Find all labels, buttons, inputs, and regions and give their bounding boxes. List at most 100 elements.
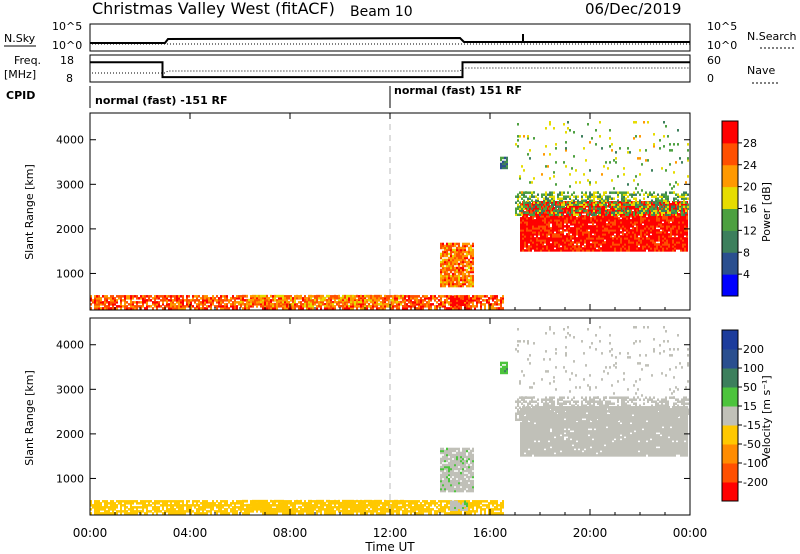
power-cell — [648, 213, 650, 216]
power-cell — [596, 209, 598, 212]
power-cell — [360, 297, 362, 300]
velocity-cell — [102, 506, 104, 509]
power-cell — [550, 231, 552, 234]
power-cell — [626, 205, 628, 208]
power-cell — [681, 213, 683, 217]
power-cell — [604, 249, 606, 252]
power-cell — [368, 298, 370, 302]
power-cell — [276, 299, 278, 302]
power-cell — [120, 301, 122, 304]
power-cell — [528, 221, 530, 224]
power-cell — [242, 307, 244, 310]
velocity-cell — [148, 510, 150, 513]
power-cell — [623, 207, 625, 210]
power-cell — [554, 227, 556, 230]
power-cell — [641, 213, 643, 217]
power-cell — [462, 260, 464, 264]
power-cell — [446, 254, 448, 258]
power-cell — [537, 203, 539, 206]
power-cell — [238, 301, 240, 304]
power-cell — [670, 231, 672, 234]
power-cell — [630, 215, 632, 218]
power-cell — [424, 303, 426, 306]
velocity-cell — [118, 502, 120, 505]
power-cell — [544, 225, 546, 228]
power-cell — [224, 305, 226, 308]
power-cell — [532, 209, 534, 212]
power-cell — [622, 229, 624, 232]
colorbar-tick-label: 24 — [743, 159, 757, 172]
velocity-cell — [216, 504, 218, 507]
power-cell — [674, 225, 676, 228]
power-cell — [585, 209, 587, 212]
power-cell — [392, 298, 394, 302]
power-cell — [296, 294, 298, 298]
power-cell — [595, 201, 597, 204]
velocity-cell — [196, 510, 198, 513]
power-cell — [615, 151, 617, 154]
power-cell — [98, 305, 100, 308]
power-cell — [672, 245, 674, 248]
power-cell — [558, 217, 560, 220]
power-cell — [528, 237, 530, 240]
power-cell — [573, 203, 575, 206]
power-cell — [164, 305, 166, 308]
velocity-cell — [272, 500, 274, 503]
power-cell — [92, 299, 94, 302]
power-cell — [595, 203, 597, 206]
velocity-cell — [230, 504, 232, 507]
power-cell — [579, 181, 581, 184]
power-cell — [583, 147, 585, 150]
velocity-cell — [262, 512, 264, 515]
velocity-cell — [270, 512, 272, 515]
power-cell — [562, 219, 564, 222]
power-cell — [644, 231, 646, 234]
power-cell — [634, 237, 636, 240]
power-cell — [626, 229, 628, 232]
power-cell — [687, 197, 689, 200]
power-cell — [598, 241, 600, 244]
power-cell — [446, 282, 448, 286]
power-cell — [665, 193, 667, 196]
power-cell — [332, 297, 334, 300]
power-cell — [442, 242, 444, 246]
power-cell — [647, 159, 649, 162]
power-cell — [270, 299, 272, 302]
power-cell — [678, 239, 680, 242]
power-cell — [675, 209, 677, 212]
power-cell — [210, 299, 212, 302]
power-cell — [456, 299, 458, 303]
velocity-cell — [168, 508, 170, 511]
power-cell — [490, 297, 492, 300]
power-cell — [640, 223, 642, 226]
power-cell — [680, 231, 682, 234]
power-cell — [254, 303, 256, 306]
velocity-cell — [238, 500, 240, 503]
power-cell — [528, 217, 530, 220]
power-cell — [146, 307, 148, 310]
power-cell — [676, 237, 678, 240]
power-cell — [136, 301, 138, 304]
power-cell — [606, 201, 608, 204]
power-cell — [540, 215, 542, 218]
velocity-cell — [186, 510, 188, 513]
power-cell — [178, 303, 180, 306]
power-cell — [454, 272, 456, 276]
power-cell — [298, 295, 300, 298]
power-cell — [682, 239, 684, 242]
power-cell — [652, 233, 654, 236]
power-cell — [542, 235, 544, 238]
power-cell — [340, 304, 342, 308]
power-cell — [530, 211, 532, 214]
power-cell — [554, 217, 556, 220]
power-cell — [446, 264, 448, 268]
power-cell — [452, 260, 454, 264]
power-cell — [572, 227, 574, 230]
power-cell — [242, 300, 244, 304]
power-cell — [448, 252, 450, 256]
power-cell — [556, 229, 558, 232]
power-cell — [584, 229, 586, 232]
power-cell — [288, 305, 290, 308]
power-cell — [587, 179, 589, 182]
power-cell — [638, 225, 640, 228]
